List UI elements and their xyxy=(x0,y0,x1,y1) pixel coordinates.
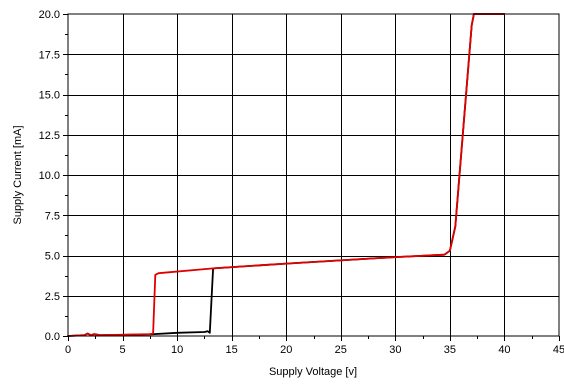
y-tick-label: 12.5 xyxy=(39,130,60,142)
y-tick-label: 0.0 xyxy=(45,331,60,343)
ticks xyxy=(63,14,560,341)
x-tick-label: 10 xyxy=(171,344,183,356)
x-tick-label: 5 xyxy=(119,344,125,356)
series-line-2 xyxy=(67,13,506,337)
grid xyxy=(68,14,559,336)
y-tick-labels: 0.0 2.5 5.0 7.5 10.0 12.5 15.0 17.5 20.0 xyxy=(39,9,60,343)
x-tick-label: 25 xyxy=(335,344,347,356)
y-tick-label: 15.0 xyxy=(39,90,60,102)
y-tick-label: 10.0 xyxy=(39,170,60,182)
x-tick-labels: 0 5 10 15 20 25 30 35 40 45 xyxy=(65,344,564,356)
y-tick-label: 2.5 xyxy=(45,291,60,303)
y-axis-title: Supply Current [mA] xyxy=(12,125,24,224)
x-tick-label: 0 xyxy=(65,344,71,356)
y-tick-label: 5.0 xyxy=(45,251,60,263)
x-tick-label: 15 xyxy=(226,344,238,356)
series-layer xyxy=(67,13,506,337)
y-tick-label: 20.0 xyxy=(39,9,60,21)
y-tick-label: 7.5 xyxy=(45,210,60,222)
x-tick-label: 20 xyxy=(280,344,292,356)
x-tick-label: 40 xyxy=(498,344,510,356)
x-tick-label: 30 xyxy=(389,344,401,356)
y-tick-label: 17.5 xyxy=(39,49,60,61)
x-tick-label: 45 xyxy=(553,344,564,356)
x-axis-title: Supply Voltage [v] xyxy=(269,366,357,378)
x-tick-label: 35 xyxy=(444,344,456,356)
